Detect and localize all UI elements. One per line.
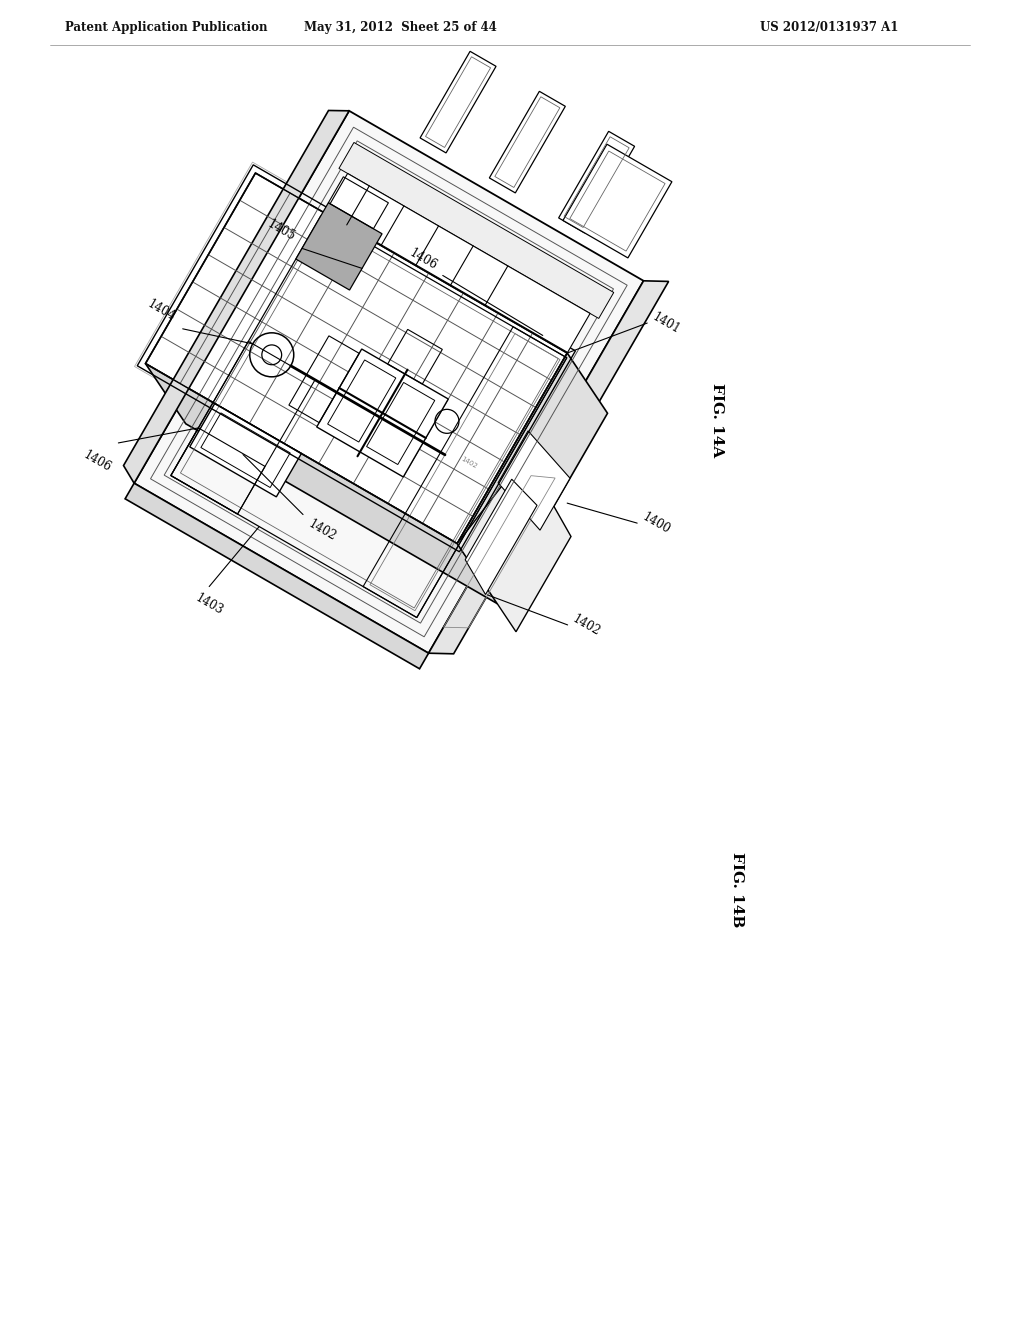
Text: FIG. 14B: FIG. 14B xyxy=(730,853,744,928)
Polygon shape xyxy=(429,281,669,653)
Text: 1402: 1402 xyxy=(306,517,338,544)
Text: 1404: 1404 xyxy=(145,297,178,323)
Text: Patent Application Publication: Patent Application Publication xyxy=(65,21,267,34)
Text: 1402: 1402 xyxy=(460,455,478,470)
Polygon shape xyxy=(134,111,643,653)
Polygon shape xyxy=(325,173,590,352)
Polygon shape xyxy=(316,348,449,477)
Polygon shape xyxy=(489,91,565,193)
Text: 1405: 1405 xyxy=(264,218,297,243)
Text: 1406: 1406 xyxy=(408,247,439,272)
Polygon shape xyxy=(465,479,537,594)
Polygon shape xyxy=(124,111,349,483)
Polygon shape xyxy=(563,144,672,257)
Polygon shape xyxy=(458,352,607,603)
Polygon shape xyxy=(420,51,496,153)
Text: May 31, 2012  Sheet 25 of 44: May 31, 2012 Sheet 25 of 44 xyxy=(303,21,497,34)
Polygon shape xyxy=(189,404,301,496)
Text: FIG. 14A: FIG. 14A xyxy=(710,383,724,457)
Text: 1400: 1400 xyxy=(640,510,673,536)
Polygon shape xyxy=(339,143,613,318)
Text: 1402: 1402 xyxy=(570,612,603,638)
Polygon shape xyxy=(559,131,635,232)
Text: 1401: 1401 xyxy=(650,310,682,337)
Polygon shape xyxy=(145,363,498,603)
Polygon shape xyxy=(296,203,382,290)
Polygon shape xyxy=(498,430,570,531)
Text: US 2012/0131937 A1: US 2012/0131937 A1 xyxy=(760,21,898,34)
Polygon shape xyxy=(125,483,429,669)
Text: 1403: 1403 xyxy=(193,591,225,618)
Polygon shape xyxy=(458,455,571,632)
Polygon shape xyxy=(145,173,567,544)
Text: 1406: 1406 xyxy=(81,447,114,474)
